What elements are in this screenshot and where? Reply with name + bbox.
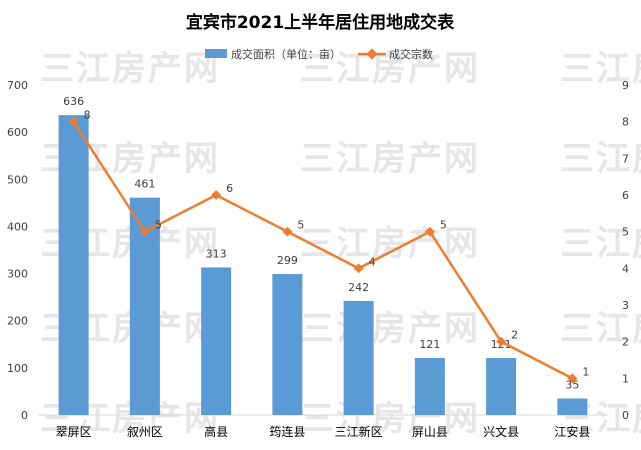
line-series: 8 5 6 5 4 5 2 1 [68, 109, 589, 384]
x-tick-label: 三江新区 [335, 424, 383, 439]
watermark-text: 三江房产网 [560, 49, 641, 89]
chart-title: 宜宾市2021上半年居住用地成交表 [186, 12, 455, 33]
line-data-label: 4 [369, 255, 376, 268]
watermark-text: 三江房产网 [560, 309, 641, 349]
bar-data-label: 299 [277, 254, 298, 267]
y-right-tick-label: 9 [622, 79, 629, 92]
bar-data-label: 35 [565, 379, 579, 392]
x-tick-label: 翠屏区 [56, 425, 92, 439]
legend-marker-line [366, 48, 378, 60]
bar [414, 357, 445, 415]
y-axis-right: 0 1 2 3 4 5 6 7 8 9 [622, 79, 629, 422]
line-point [496, 336, 507, 347]
x-tick-label: 兴文县 [483, 424, 519, 439]
y-left-tick-label: 300 [7, 268, 28, 281]
bar [557, 398, 588, 415]
x-axis: 翠屏区 叙州区 高县 筠连县 三江新区 屏山县 兴文县 江安县 [38, 414, 608, 439]
watermark-layer: 三江房产网三江房产网三江房产网三江房产网三江房产网三江房产网三江房产网三江房产网… [40, 49, 641, 439]
y-left-tick-label: 500 [7, 173, 28, 186]
legend: 成交面积（单位：亩） 成交宗数 [205, 47, 433, 61]
y-left-tick-label: 600 [7, 126, 28, 139]
bar-data-label: 121 [419, 338, 440, 351]
y-right-tick-label: 4 [622, 262, 629, 275]
watermark-text: 三江房产网 [300, 139, 480, 179]
line-point [567, 373, 578, 384]
bar-data-label: 313 [206, 247, 227, 260]
line-point [139, 226, 150, 237]
y-right-tick-label: 1 [622, 372, 629, 385]
line-data-label: 1 [582, 365, 589, 378]
line-data-label: 5 [297, 219, 304, 232]
line-point [68, 116, 79, 127]
y-right-tick-label: 8 [622, 116, 629, 129]
bar [272, 274, 303, 415]
line-data-label: 8 [84, 109, 91, 122]
y-axis-left: 0 100 200 300 400 500 600 700 [7, 79, 28, 422]
x-tick-label: 江安县 [554, 424, 590, 439]
y-right-tick-label: 3 [622, 299, 629, 312]
line-point [424, 226, 435, 237]
bar-data-label: 636 [63, 95, 84, 108]
y-left-tick-label: 700 [7, 79, 28, 92]
y-right-tick-label: 0 [622, 409, 629, 422]
watermark-text: 三江房产网 [560, 139, 641, 179]
watermark-text: 三江房产网 [560, 224, 641, 264]
watermark-text: 三江房产网 [300, 399, 480, 439]
x-tick-label: 高县 [204, 424, 228, 439]
y-right-tick-label: 6 [622, 189, 629, 202]
x-tick-label: 屏山县 [412, 425, 448, 439]
bar-data-label: 242 [348, 281, 369, 294]
line-data-label: 2 [511, 329, 518, 342]
watermark-text: 三江房产网 [300, 224, 480, 264]
watermark-text: 三江房产网 [300, 49, 480, 89]
bar [486, 357, 517, 415]
legend-label-bar: 成交面积（单位：亩） [231, 47, 341, 61]
bar [201, 267, 232, 415]
x-tick-label: 筠连县 [269, 424, 305, 439]
y-right-tick-label: 5 [622, 226, 629, 239]
line-data-label: 6 [226, 182, 233, 195]
y-right-tick-label: 7 [622, 152, 629, 165]
line-data-label: 5 [155, 219, 162, 232]
line-point [282, 226, 293, 237]
line-data-label: 5 [440, 219, 447, 232]
watermark-text: 三江房产网 [300, 309, 480, 349]
watermark-text: 三江房产网 [40, 49, 220, 89]
y-left-tick-label: 400 [7, 220, 28, 233]
bar [343, 300, 374, 415]
y-left-tick-label: 200 [7, 315, 28, 328]
line-path [72, 120, 573, 380]
y-left-tick-label: 0 [21, 409, 28, 422]
x-tick-label: 叙州区 [127, 425, 163, 439]
y-right-tick-label: 2 [622, 336, 629, 349]
legend-swatch-bar [205, 49, 227, 58]
bar [58, 115, 89, 416]
legend-label-line: 成交宗数 [389, 47, 433, 61]
line-point [211, 190, 222, 200]
bar-data-label: 461 [134, 178, 155, 191]
y-left-tick-label: 100 [7, 362, 28, 375]
line-point [353, 263, 364, 274]
